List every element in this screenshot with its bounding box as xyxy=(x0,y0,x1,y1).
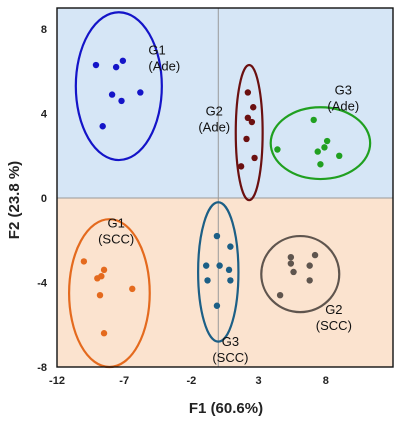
x-tick-label: -2 xyxy=(187,375,197,387)
data-point-g3-scc xyxy=(213,232,221,240)
data-point-g1-scc xyxy=(100,330,108,337)
x-tick-label: 3 xyxy=(256,375,262,387)
data-point-g1-scc xyxy=(80,258,88,265)
x-tick-label: -12 xyxy=(49,375,65,387)
data-points xyxy=(80,57,343,337)
ellipse-g3-ade xyxy=(269,106,372,181)
data-point-g2-scc xyxy=(311,251,319,259)
data-point-g3-ade xyxy=(274,146,281,153)
data-point-g2-ade xyxy=(248,118,256,126)
y-tick-label: 8 xyxy=(41,24,47,36)
group-sublabel-g2-scc: (SCC) xyxy=(316,318,352,333)
ellipse-g3-scc xyxy=(197,201,240,343)
x-axis-title: F1 (60.6%) xyxy=(189,400,263,417)
group-label-g2-scc: G2 xyxy=(325,302,342,317)
data-point-g1-ade xyxy=(137,89,144,96)
data-point-g2-scc xyxy=(290,268,297,276)
y-tick-label: -4 xyxy=(37,278,48,290)
data-point-g1-scc xyxy=(98,272,105,280)
data-point-g2-ade xyxy=(251,154,258,162)
ellipse-g2-scc xyxy=(260,234,341,314)
y-tick-label: 4 xyxy=(41,109,48,121)
data-point-g2-ade xyxy=(237,163,245,170)
group-sublabel-g1-scc: (SCC) xyxy=(98,232,134,247)
group-sublabel-g1-ade: (Ade) xyxy=(148,58,180,73)
data-point-g3-scc xyxy=(227,243,234,250)
data-point-g2-ade xyxy=(250,104,257,111)
data-point-g1-ade xyxy=(108,91,116,98)
data-point-g3-ade xyxy=(336,152,343,160)
group-label-g3-ade: G3 xyxy=(335,83,352,98)
group-label-g2-ade: G2 xyxy=(206,104,223,119)
data-point-g3-ade xyxy=(321,144,328,151)
plot-frame xyxy=(56,7,394,368)
data-point-g1-ade xyxy=(99,123,106,130)
x-tick-label: -7 xyxy=(119,375,129,387)
data-point-g1-scc xyxy=(96,292,104,299)
data-point-g2-scc xyxy=(306,262,313,269)
data-point-g3-scc xyxy=(202,262,210,269)
data-point-g2-ade xyxy=(244,89,252,96)
data-point-g2-scc xyxy=(276,292,284,299)
group-label-g3-scc: G3 xyxy=(222,334,239,349)
x-axis-ticks: -12 -7 -2 3 8 xyxy=(49,375,329,387)
data-point-g1-scc xyxy=(100,266,108,274)
data-point-g2-scc xyxy=(306,277,313,284)
data-point-g1-ade xyxy=(92,61,100,69)
data-point-g1-ade xyxy=(118,97,125,105)
data-point-g3-scc xyxy=(204,277,211,284)
y-tick-label: -8 xyxy=(37,362,47,374)
y-axis-title: F2 (23.8 %) xyxy=(6,161,23,239)
ellipse-g1-ade xyxy=(74,11,163,162)
data-point-g1-ade xyxy=(119,57,127,64)
data-point-g1-scc xyxy=(129,285,136,293)
group-sublabel-g3-scc: (SCC) xyxy=(212,350,248,365)
data-point-g3-scc xyxy=(227,277,234,284)
plot-background-upper xyxy=(57,8,393,199)
data-point-g3-scc xyxy=(225,266,233,274)
data-point-g3-ade xyxy=(323,137,331,145)
group-sublabel-g3-ade: (Ade) xyxy=(327,99,359,114)
y-axis-ticks: 8 4 0 -4 -8 xyxy=(37,24,48,374)
y-tick-label: 0 xyxy=(41,193,47,205)
data-point-g3-scc xyxy=(213,302,221,309)
group-sublabel-g2-ade: (Ade) xyxy=(198,120,230,135)
group-label-g1-scc: G1 xyxy=(107,216,124,231)
data-point-g2-scc xyxy=(287,260,295,267)
group-annotations: G1(Ade)G2(Ade)G3(Ade)G1(SCC)G3(SCC)G2(SC… xyxy=(98,42,359,364)
data-point-g3-ade xyxy=(314,148,321,155)
data-point-g2-scc xyxy=(287,253,295,261)
data-point-g2-ade xyxy=(244,114,252,122)
data-point-g3-ade xyxy=(317,161,324,168)
data-point-g2-ade xyxy=(243,135,250,143)
group-label-g1-ade: G1 xyxy=(148,42,165,57)
data-point-g3-scc xyxy=(216,262,223,269)
x-tick-label: 8 xyxy=(323,375,329,387)
data-point-g3-ade xyxy=(310,116,317,124)
ellipse-g2-ade xyxy=(234,63,264,202)
data-point-g1-ade xyxy=(112,63,120,71)
